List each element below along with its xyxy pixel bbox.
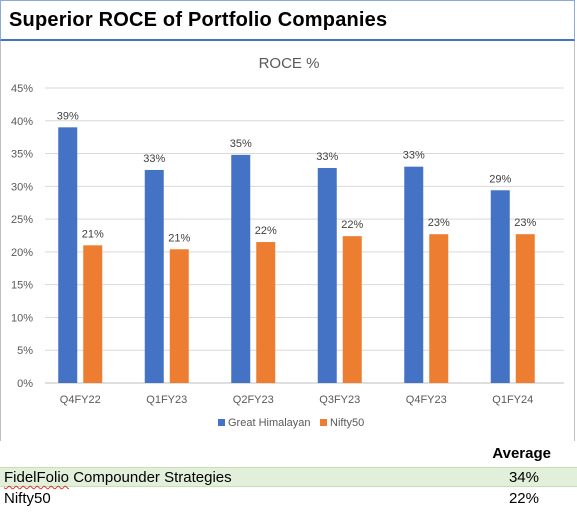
legend-label: Great Himalayan (228, 417, 311, 429)
y-tick-label: 45% (11, 83, 33, 95)
legend-label: Nifty50 (330, 417, 364, 429)
bar-data-label: 23% (514, 217, 536, 229)
x-tick-label: Q1FY24 (492, 394, 533, 406)
x-tick-label: Q2FY23 (233, 394, 274, 406)
row-label-rest: Compounder Strategies (69, 469, 232, 486)
bar-data-label: 22% (255, 225, 277, 237)
bar-data-label: 39% (57, 110, 79, 122)
bar-nifty50 (83, 245, 103, 383)
bar-data-label: 33% (316, 151, 338, 163)
row-label: FidelFolio Compounder Strategies (4, 469, 232, 486)
bar-data-label: 23% (428, 217, 450, 229)
bar-great-himalayan (490, 190, 510, 383)
table-header-row: Average (0, 443, 577, 465)
bar-nifty50 (342, 236, 362, 383)
bar-great-himalayan (144, 169, 164, 383)
y-tick-label: 15% (11, 280, 33, 292)
x-tick-label: Q4FY23 (406, 394, 447, 406)
chart-title: ROCE % (259, 55, 320, 72)
roce-bar-chart: ROCE % 0% 5% 10% 15% 20% 25% 30% 35% 40% 45% 39% 2… (11, 55, 564, 429)
row-label: Nifty50 (4, 490, 51, 507)
bar-data-label: 21% (168, 232, 190, 244)
bar-data-label: 33% (143, 153, 165, 165)
bar-data-label: 33% (403, 150, 425, 162)
legend-swatch (320, 419, 327, 426)
row-label-brand: FidelFolio (4, 469, 70, 486)
y-tick-label: 25% (11, 214, 33, 226)
title-bar: Superior ROCE of Portfolio Companies (0, 0, 575, 41)
bar-data-label: 21% (82, 228, 104, 240)
y-tick-label: 40% (11, 116, 33, 128)
bar-great-himalayan (404, 166, 424, 383)
y-tick-label: 0% (17, 378, 33, 390)
y-tick-label: 5% (17, 345, 33, 357)
bar-great-himalayan (58, 127, 78, 383)
bar-data-label: 22% (341, 219, 363, 231)
legend-swatch (218, 419, 225, 426)
row-value: 34% (508, 469, 539, 486)
table-row: FidelFolio Compounder Strategies 34% (0, 467, 577, 487)
bar-nifty50 (256, 242, 276, 383)
bar-data-label: 29% (489, 173, 511, 185)
y-tick-label: 35% (11, 149, 33, 161)
bar-great-himalayan (231, 154, 251, 383)
x-tick-label: Q4FY22 (60, 394, 101, 406)
average-table: Average FidelFolio Compounder Strategies… (0, 441, 577, 512)
bar-data-label: 35% (230, 138, 252, 150)
table-row: Nifty50 22% (0, 489, 577, 509)
chart-area: ROCE % 0% 5% 10% 15% 20% 25% 30% 35% 40% 45% 39% 2… (0, 41, 575, 441)
bar-great-himalayan (317, 167, 337, 383)
x-tick-label: Q3FY23 (319, 394, 360, 406)
average-header: Average (492, 445, 551, 462)
x-tick-label: Q1FY23 (146, 394, 187, 406)
y-tick-label: 10% (11, 312, 33, 324)
bar-nifty50 (169, 249, 189, 383)
row-value: 22% (508, 490, 539, 507)
page-title: Superior ROCE of Portfolio Companies (9, 9, 388, 31)
bar-nifty50 (515, 234, 535, 383)
y-tick-label: 30% (11, 181, 33, 193)
bar-nifty50 (429, 234, 449, 383)
y-tick-label: 20% (11, 247, 33, 259)
